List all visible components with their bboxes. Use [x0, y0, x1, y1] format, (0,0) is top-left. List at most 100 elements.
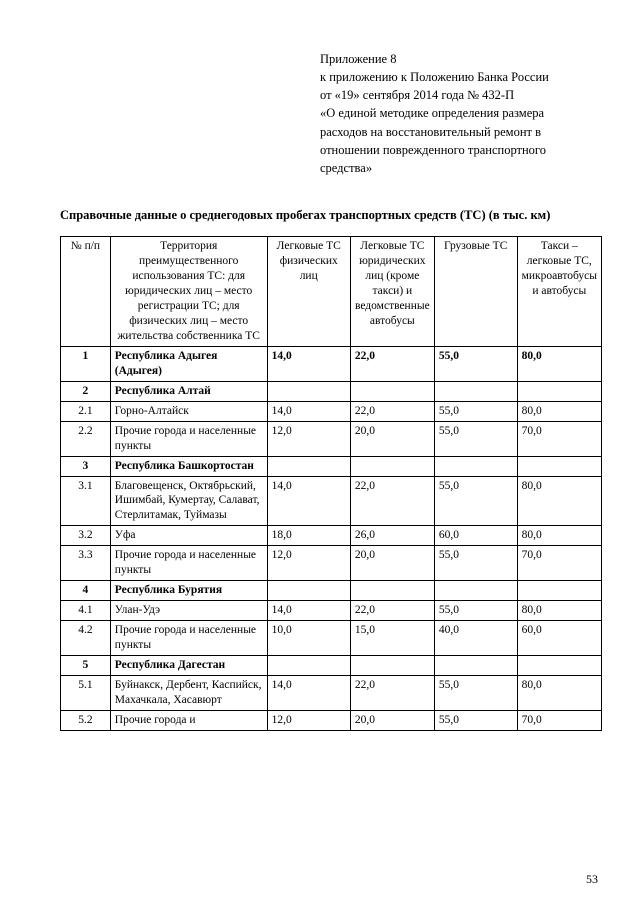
- table-row: 2.1Горно-Алтайск14,022,055,080,0: [61, 401, 602, 421]
- cell-cars-legal: 22,0: [350, 476, 434, 526]
- cell-cars-legal: 22,0: [350, 675, 434, 710]
- table-row: 3Республика Башкортостан: [61, 456, 602, 476]
- cell-number: 2.2: [61, 421, 111, 456]
- header-line: Приложение 8: [320, 50, 602, 68]
- cell-trucks: 55,0: [434, 476, 517, 526]
- cell-territory: Республика Дагестан: [110, 655, 267, 675]
- cell-number: 2: [61, 381, 111, 401]
- table-row: 3.1Благовещенск, Октябрьский, Ишимбай, К…: [61, 476, 602, 526]
- cell-cars-personal: [267, 456, 350, 476]
- table-row: 1Республика Адыгея (Адыгея)14,022,055,08…: [61, 346, 602, 381]
- table-row: 5.2Прочие города и12,020,055,070,0: [61, 710, 602, 730]
- cell-cars-personal: [267, 655, 350, 675]
- cell-territory: Горно-Алтайск: [110, 401, 267, 421]
- cell-cars-personal: 14,0: [267, 476, 350, 526]
- cell-cars-legal: [350, 456, 434, 476]
- header-line: средства»: [320, 159, 602, 177]
- cell-cars-personal: 12,0: [267, 710, 350, 730]
- cell-taxi: 80,0: [517, 601, 601, 621]
- header-line: к приложению к Положению Банка России: [320, 68, 602, 86]
- col-header-number: № п/п: [61, 237, 111, 347]
- cell-territory: Буйнакск, Дербент, Каспийск, Махачкала, …: [110, 675, 267, 710]
- appendix-header: Приложение 8 к приложению к Положению Ба…: [320, 50, 602, 177]
- cell-cars-legal: 26,0: [350, 526, 434, 546]
- cell-cars-personal: 14,0: [267, 346, 350, 381]
- table-row: 5Республика Дагестан: [61, 655, 602, 675]
- table-row: 3.3Прочие города и населенные пункты12,0…: [61, 546, 602, 581]
- table-row: 3.2Уфа18,026,060,080,0: [61, 526, 602, 546]
- cell-territory: Благовещенск, Октябрьский, Ишимбай, Куме…: [110, 476, 267, 526]
- cell-cars-legal: 20,0: [350, 421, 434, 456]
- cell-cars-legal: 15,0: [350, 621, 434, 656]
- cell-taxi: 80,0: [517, 675, 601, 710]
- cell-number: 2.1: [61, 401, 111, 421]
- cell-trucks: [434, 655, 517, 675]
- cell-number: 5.2: [61, 710, 111, 730]
- cell-taxi: 70,0: [517, 710, 601, 730]
- cell-trucks: 60,0: [434, 526, 517, 546]
- cell-taxi: 80,0: [517, 401, 601, 421]
- cell-taxi: [517, 581, 601, 601]
- cell-territory: Республика Адыгея (Адыгея): [110, 346, 267, 381]
- cell-number: 5: [61, 655, 111, 675]
- cell-territory: Прочие города и населенные пункты: [110, 621, 267, 656]
- cell-cars-personal: 18,0: [267, 526, 350, 546]
- cell-number: 1: [61, 346, 111, 381]
- cell-territory: Республика Бурятия: [110, 581, 267, 601]
- cell-number: 4.2: [61, 621, 111, 656]
- cell-trucks: [434, 456, 517, 476]
- cell-taxi: 80,0: [517, 526, 601, 546]
- cell-taxi: 80,0: [517, 346, 601, 381]
- document-page: Приложение 8 к приложению к Положению Ба…: [0, 0, 640, 905]
- table-row: 4.1Улан-Удэ14,022,055,080,0: [61, 601, 602, 621]
- cell-trucks: 55,0: [434, 421, 517, 456]
- cell-cars-legal: [350, 381, 434, 401]
- table-header-row: № п/п Территория преимущественного испол…: [61, 237, 602, 347]
- cell-cars-personal: 14,0: [267, 401, 350, 421]
- cell-number: 3.1: [61, 476, 111, 526]
- cell-number: 4.1: [61, 601, 111, 621]
- cell-territory: Республика Башкортостан: [110, 456, 267, 476]
- cell-cars-legal: 22,0: [350, 401, 434, 421]
- cell-taxi: [517, 456, 601, 476]
- cell-taxi: 70,0: [517, 546, 601, 581]
- cell-territory: Республика Алтай: [110, 381, 267, 401]
- cell-number: 5.1: [61, 675, 111, 710]
- cell-cars-personal: [267, 581, 350, 601]
- cell-number: 3: [61, 456, 111, 476]
- cell-trucks: [434, 381, 517, 401]
- cell-trucks: 40,0: [434, 621, 517, 656]
- cell-cars-personal: 14,0: [267, 675, 350, 710]
- col-header-taxi: Такси – легковые ТС, микроавтобусы и авт…: [517, 237, 601, 347]
- header-line: от «19» сентября 2014 года № 432-П: [320, 86, 602, 104]
- table-row: 4Республика Бурятия: [61, 581, 602, 601]
- cell-taxi: [517, 381, 601, 401]
- cell-cars-legal: [350, 655, 434, 675]
- col-header-trucks: Грузовые ТС: [434, 237, 517, 347]
- cell-territory: Прочие города и: [110, 710, 267, 730]
- table-row: 2.2Прочие города и населенные пункты12,0…: [61, 421, 602, 456]
- col-header-cars-legal: Легковые ТС юридических лиц (кроме такси…: [350, 237, 434, 347]
- cell-cars-legal: 22,0: [350, 601, 434, 621]
- cell-territory: Прочие города и населенные пункты: [110, 546, 267, 581]
- cell-territory: Прочие города и населенные пункты: [110, 421, 267, 456]
- cell-cars-personal: 10,0: [267, 621, 350, 656]
- header-line: отношении поврежденного транспортного: [320, 141, 602, 159]
- cell-number: 3.2: [61, 526, 111, 546]
- cell-taxi: [517, 655, 601, 675]
- cell-trucks: 55,0: [434, 546, 517, 581]
- cell-trucks: 55,0: [434, 401, 517, 421]
- table-row: 2Республика Алтай: [61, 381, 602, 401]
- cell-trucks: 55,0: [434, 710, 517, 730]
- cell-cars-personal: 12,0: [267, 546, 350, 581]
- cell-cars-legal: 20,0: [350, 710, 434, 730]
- header-line: расходов на восстановительный ремонт в: [320, 123, 602, 141]
- cell-trucks: 55,0: [434, 675, 517, 710]
- cell-taxi: 60,0: [517, 621, 601, 656]
- cell-territory: Улан-Удэ: [110, 601, 267, 621]
- table-row: 4.2Прочие города и населенные пункты10,0…: [61, 621, 602, 656]
- cell-taxi: 80,0: [517, 476, 601, 526]
- cell-cars-legal: 22,0: [350, 346, 434, 381]
- mileage-table: № п/п Территория преимущественного испол…: [60, 236, 602, 730]
- cell-cars-legal: [350, 581, 434, 601]
